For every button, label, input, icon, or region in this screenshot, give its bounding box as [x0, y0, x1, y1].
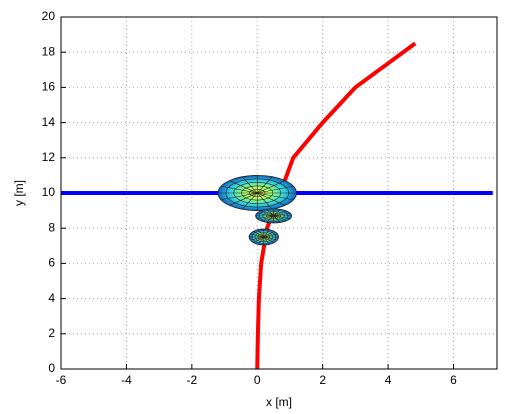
mesh-spoke	[250, 233, 264, 238]
mesh-spoke	[257, 236, 265, 245]
mesh-spoke	[220, 185, 258, 194]
y-tick-label: 14	[42, 115, 56, 129]
mesh-spoke	[257, 229, 265, 238]
x-tick-label: -4	[121, 373, 132, 387]
y-tick-label: 16	[42, 80, 56, 94]
ellipsoid	[217, 174, 297, 211]
mesh-spoke	[260, 215, 274, 222]
mesh-spoke	[263, 229, 270, 238]
y-tick-label: 6	[48, 256, 55, 270]
x-tick-label: 0	[254, 373, 261, 387]
y-tick-label: 12	[42, 150, 56, 164]
mesh-spoke	[253, 236, 264, 243]
mesh-spoke	[257, 180, 286, 194]
mesh-spoke	[263, 231, 275, 238]
axes-frame	[60, 16, 498, 370]
y-tick-label: 10	[42, 185, 56, 199]
y-tick-label: 4	[48, 291, 55, 305]
y-tick-label: 18	[42, 44, 56, 58]
ellipsoid	[248, 228, 279, 246]
mesh-spoke	[263, 236, 278, 241]
mesh-spoke	[263, 233, 278, 238]
x-tick-label: -2	[186, 373, 197, 387]
mesh-spoke	[250, 236, 264, 241]
x-tick-label: 4	[385, 373, 392, 387]
mesh-spoke	[257, 192, 294, 201]
mesh-spoke	[273, 215, 291, 219]
x-tick-label: 6	[450, 373, 457, 387]
mesh-spoke	[257, 185, 294, 194]
x-tick-label: 2	[319, 373, 326, 387]
mesh-spoke	[257, 192, 286, 206]
y-tick-label: 2	[48, 326, 55, 340]
mesh-spoke	[263, 236, 270, 245]
mesh-spoke	[229, 180, 258, 194]
mesh-spoke	[260, 210, 274, 217]
y-axis-label: y [m]	[12, 180, 26, 206]
mesh-spoke	[256, 215, 274, 219]
mesh-spoke	[273, 209, 281, 217]
mesh-spoke	[256, 212, 274, 217]
mesh-spoke	[263, 236, 275, 243]
mesh-spoke	[257, 176, 273, 194]
x-axis-label: x [m]	[266, 395, 292, 409]
mesh-spoke	[266, 209, 274, 217]
mesh-spoke	[242, 176, 258, 194]
y-tick-label: 0	[48, 361, 55, 375]
mesh-spoke	[257, 192, 273, 210]
x-tick-label: -6	[56, 373, 67, 387]
mesh-spoke	[266, 215, 274, 223]
ellipsoid	[255, 208, 292, 224]
mesh-spoke	[273, 210, 287, 217]
mesh-spoke	[273, 212, 291, 217]
y-tick-label: 20	[42, 9, 56, 23]
mesh-spoke	[242, 192, 258, 210]
mesh-spoke	[229, 192, 258, 206]
mesh-spoke	[220, 192, 258, 201]
y-tick-label: 8	[48, 220, 55, 234]
mesh-spoke	[273, 215, 287, 222]
mesh-spoke	[273, 215, 281, 223]
mesh-spoke	[253, 231, 264, 238]
